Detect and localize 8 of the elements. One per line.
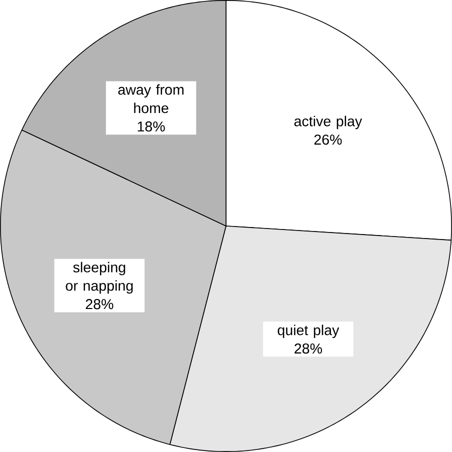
data-label: 28% [294,343,322,354]
slice-label: quiet play [278,324,340,338]
data-label: 26% [314,134,342,145]
slice-label: away from home [118,84,184,114]
slice-label: active play [294,116,362,130]
data-label: 18% [138,121,165,132]
slice-label: sleeping or napping [66,262,133,294]
data-label: 28% [86,299,114,310]
